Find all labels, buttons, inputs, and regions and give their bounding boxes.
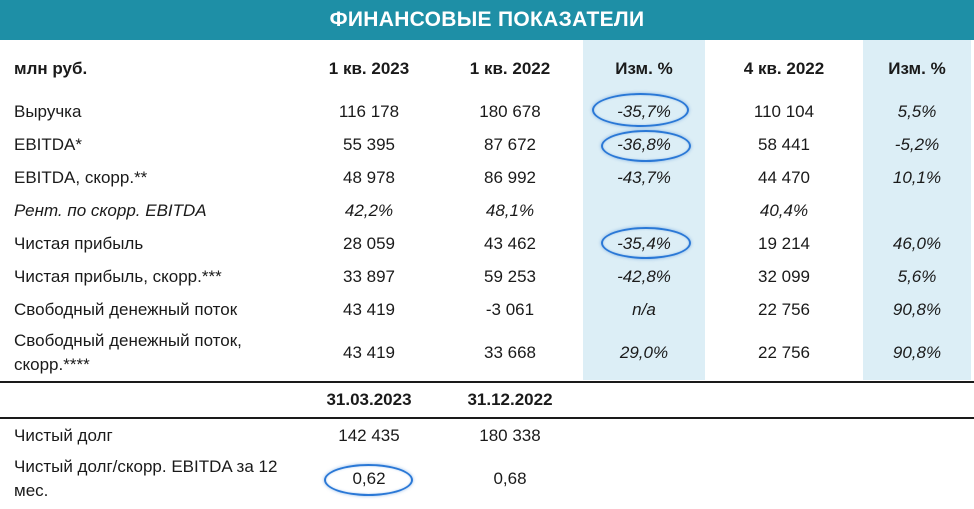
row-label: Чистая прибыль, скорр.*** <box>14 266 222 286</box>
value-change-qoq: 5,6% <box>897 266 937 286</box>
value-q4-2022: 32 099 <box>758 266 810 286</box>
header-row: млн руб. 1 кв. 2023 1 кв. 2022 Изм. % 4 … <box>0 50 974 88</box>
value-q1-2022: 43 462 <box>484 233 536 253</box>
value-q1-2023: 33 897 <box>343 266 395 286</box>
row-label: Чистая прибыль <box>14 233 144 253</box>
col-q1-2023: 1 кв. 2023 <box>328 59 410 78</box>
value-q1-2022: 86 992 <box>484 167 536 187</box>
value-q1-2022: 87 672 <box>484 134 536 154</box>
value-change-yoy: n/a <box>632 299 656 319</box>
highlight-oval <box>601 130 691 162</box>
col-q1-2022: 1 кв. 2022 <box>469 59 551 78</box>
table-row: Чистый долг 142 435 180 338 <box>0 421 974 451</box>
row-label: Рент. по скорр. EBITDA <box>14 200 207 220</box>
value-q1-2022: 180 678 <box>479 101 541 121</box>
value-q1-2022: -3 061 <box>485 299 535 319</box>
value-q1-2023: 43 419 <box>343 299 395 319</box>
unit-label: млн руб. <box>14 59 88 78</box>
value-q1-2023: 43 419 <box>343 343 395 362</box>
value-date-2022: 0,68 <box>493 469 527 488</box>
table-row: EBITDA, скорр.** 48 978 86 992 -43,7% 44… <box>0 161 974 194</box>
value-change-qoq: -5,2% <box>894 134 940 154</box>
value-date-2022: 180 338 <box>479 426 541 445</box>
value-change-qoq <box>863 194 971 227</box>
value-q4-2022: 44 470 <box>758 167 810 187</box>
table-title: ФИНАНСОВЫЕ ПОКАЗАТЕЛИ <box>0 0 974 40</box>
value-q1-2022: 48,1% <box>485 200 535 220</box>
section-divider <box>0 381 974 383</box>
table-row: Выручка 116 178 180 678 -35,7% 110 104 5… <box>0 95 974 128</box>
value-q4-2022: 110 104 <box>753 101 815 121</box>
value-q1-2022: 33 668 <box>484 343 536 362</box>
value-q4-2022: 22 756 <box>758 299 810 319</box>
highlight-oval <box>324 464 413 496</box>
value-q4-2022: 19 214 <box>758 233 810 253</box>
row-label: Чистый долг <box>14 426 113 445</box>
table-row: Рент. по скорр. EBITDA 42,2% 48,1% 40,4% <box>0 194 974 227</box>
value-q4-2022: 58 441 <box>758 134 810 154</box>
value-date-2023: 142 435 <box>338 426 400 445</box>
value-change-yoy <box>583 194 705 227</box>
value-q1-2023: 55 395 <box>343 134 395 154</box>
value-change-yoy: -42,8% <box>617 266 671 286</box>
value-q1-2023: 28 059 <box>343 233 395 253</box>
row-label: Свободный денежный поток <box>14 299 238 319</box>
col-change-qoq: Изм. % <box>888 59 946 78</box>
table-row: EBITDA* 55 395 87 672 -36,8% 58 441 -5,2… <box>0 128 974 161</box>
value-change-qoq: 90,8% <box>892 343 942 362</box>
value-change-qoq: 5,5% <box>897 101 937 121</box>
row-label: Чистый долг/скорр. EBITDA за 12 мес. <box>14 457 278 500</box>
change-column-shade-2 <box>863 40 971 380</box>
value-q1-2023: 42,2% <box>344 200 394 220</box>
value-q4-2022: 22 756 <box>758 343 810 362</box>
table-row: Чистая прибыль, скорр.*** 33 897 59 253 … <box>0 260 974 293</box>
row-label: Выручка <box>14 101 82 121</box>
col-date-2023: 31.03.2023 <box>326 390 412 409</box>
section-divider <box>0 417 974 419</box>
value-change-yoy: 29,0% <box>619 343 669 362</box>
col-q4-2022: 4 кв. 2022 <box>743 59 825 78</box>
table-row: Свободный денежный поток 43 419 -3 061 n… <box>0 293 974 326</box>
value-q4-2022: 40,4% <box>759 200 809 220</box>
value-q1-2023: 116 178 <box>338 101 400 121</box>
row-label: EBITDA, скорр.** <box>14 167 148 187</box>
col-date-2022: 31.12.2022 <box>467 390 553 409</box>
table-row: Чистый долг/скорр. EBITDA за 12 мес. 0,6… <box>0 452 974 506</box>
balance-header-row: 31.03.2023 31.12.2022 <box>0 384 974 416</box>
table-row: Чистая прибыль 28 059 43 462 -35,4% 19 2… <box>0 227 974 260</box>
col-change-yoy: Изм. % <box>615 59 673 78</box>
value-q1-2023: 48 978 <box>343 167 395 187</box>
value-change-yoy: -43,7% <box>617 167 671 187</box>
row-label: EBITDA* <box>14 134 83 154</box>
highlight-oval <box>592 93 689 127</box>
row-label: Свободный денежный поток, скорр.**** <box>14 331 242 374</box>
value-q1-2022: 59 253 <box>484 266 536 286</box>
table-row: Свободный денежный поток, скорр.**** 43 … <box>0 326 974 380</box>
value-change-qoq: 10,1% <box>892 167 942 187</box>
value-change-qoq: 90,8% <box>892 299 942 319</box>
highlight-oval <box>601 227 691 259</box>
value-change-qoq: 46,0% <box>892 233 942 253</box>
